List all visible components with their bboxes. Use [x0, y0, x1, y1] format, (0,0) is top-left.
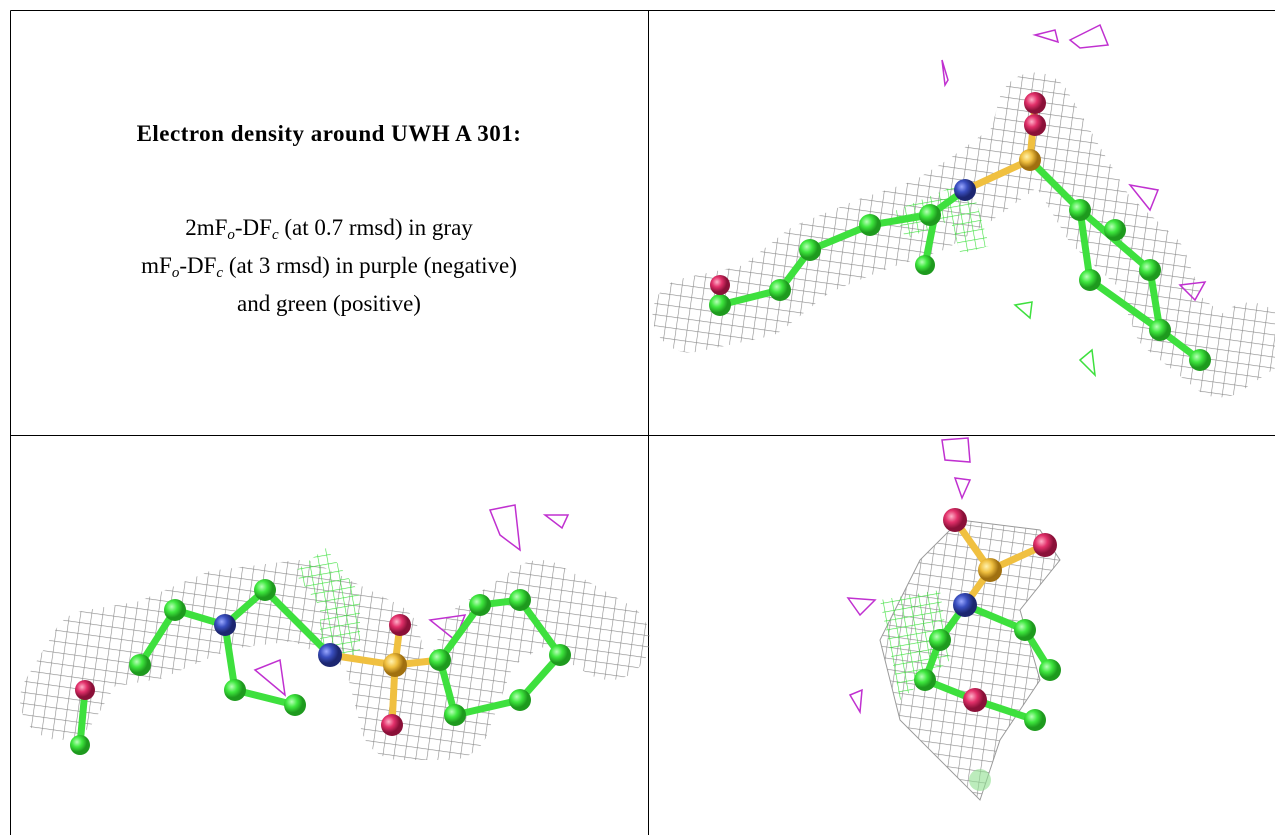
caption-cell: Electron density around UWH A 301: 2mFo-…: [11, 11, 647, 434]
legend-line: and green (positive): [11, 285, 647, 323]
legend-text: (at 0.7 rmsd) in gray: [279, 215, 473, 240]
legend-line: mFo-DFc (at 3 rmsd) in purple (negative): [11, 247, 647, 285]
legend-line: 2mFo-DFc (at 0.7 rmsd) in gray: [11, 209, 647, 247]
legend-text: mF: [141, 253, 172, 278]
title: Electron density around UWH A 301:: [11, 121, 647, 147]
legend-text: -DF: [235, 215, 272, 240]
legend-text: (at 3 rmsd) in purple (negative): [223, 253, 517, 278]
page: {"title": "Electron density around UWH A…: [0, 0, 1275, 835]
legend-text: -DF: [179, 253, 216, 278]
subscript: c: [272, 227, 279, 243]
density-view-3: [848, 438, 1061, 800]
density-view-1: [690, 25, 1250, 375]
subscript: o: [227, 227, 235, 243]
legend-text: and green (positive): [237, 291, 421, 316]
density-view-2: [60, 505, 610, 755]
legend-text: 2mF: [185, 215, 227, 240]
